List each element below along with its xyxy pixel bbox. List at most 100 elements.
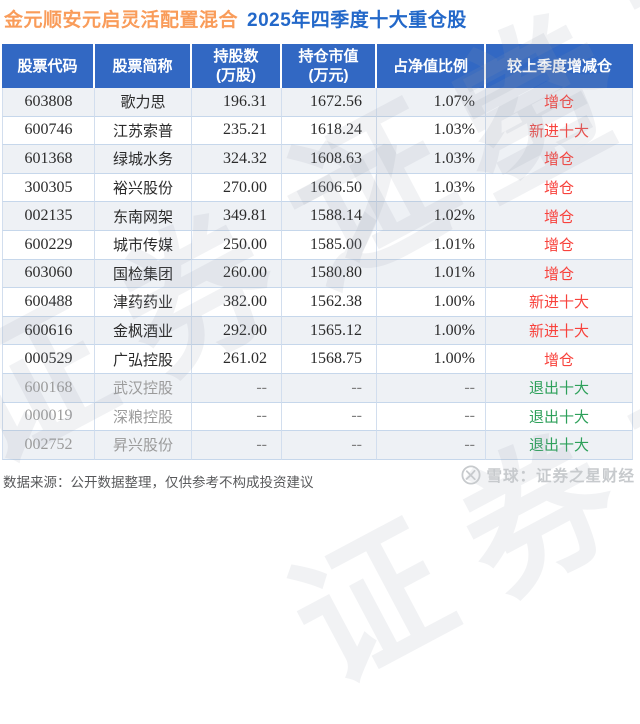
cell-stock-name: 深粮控股: [95, 402, 192, 432]
cell-shares: 235.21: [192, 116, 282, 146]
cell-market-value: 1562.38: [282, 288, 377, 317]
cell-stock-name: 江苏索普: [95, 116, 192, 146]
cell-shares: 196.31: [192, 88, 282, 117]
cell-net-ratio: --: [377, 373, 486, 403]
cell-stock-code: 600616: [2, 316, 95, 346]
cell-position-change: 新进十大: [486, 116, 633, 146]
xueqiu-logo-icon: [461, 465, 481, 485]
table-row: 600746 江苏索普 235.21 1618.24 1.03% 新进十大: [2, 116, 633, 146]
cell-net-ratio: 1.01%: [377, 259, 486, 289]
cell-shares: 261.02: [192, 345, 282, 374]
cell-position-change: 增仓: [486, 173, 633, 203]
cell-net-ratio: --: [377, 431, 486, 460]
cell-stock-name: 武汉控股: [95, 373, 192, 403]
header-net-ratio: 占净值比例: [377, 44, 486, 88]
cell-stock-name: 绿城水务: [95, 145, 192, 174]
table-row: 603808 歌力思 196.31 1672.56 1.07% 增仓: [2, 88, 633, 117]
cell-stock-name: 广弘控股: [95, 345, 192, 374]
cell-stock-code: 002752: [2, 431, 95, 460]
cell-stock-name: 歌力思: [95, 88, 192, 117]
cell-net-ratio: 1.01%: [377, 230, 486, 260]
header-stock-code: 股票代码: [2, 44, 95, 88]
table-header: 股票代码 股票简称 持股数 (万股) 持仓市值 (万元) 占净值比例 较上季度增减仓: [2, 44, 633, 88]
header-shares: 持股数 (万股): [192, 44, 282, 88]
cell-stock-name: 裕兴股份: [95, 173, 192, 203]
table-row: 002135 东南网架 349.81 1588.14 1.02% 增仓: [2, 202, 633, 231]
cell-market-value: 1568.75: [282, 345, 377, 374]
header-market-value: 持仓市值 (万元): [282, 44, 377, 88]
cell-net-ratio: 1.00%: [377, 316, 486, 346]
cell-position-change: 增仓: [486, 145, 633, 174]
cell-stock-code: 600229: [2, 230, 95, 260]
cell-position-change: 增仓: [486, 230, 633, 260]
cell-market-value: 1618.24: [282, 116, 377, 146]
cell-market-value: 1606.50: [282, 173, 377, 203]
title-period: 2025年四季度十大重仓股: [247, 10, 467, 31]
cell-market-value: 1588.14: [282, 202, 377, 231]
cell-net-ratio: 1.00%: [377, 345, 486, 374]
cell-position-change: 退出十大: [486, 373, 633, 403]
cell-stock-code: 601368: [2, 145, 95, 174]
cell-stock-code: 000529: [2, 345, 95, 374]
cell-market-value: 1608.63: [282, 145, 377, 174]
cell-net-ratio: 1.03%: [377, 145, 486, 174]
table-row: 000529 广弘控股 261.02 1568.75 1.00% 增仓: [2, 345, 633, 374]
header-stock-name: 股票简称: [95, 44, 192, 88]
cell-net-ratio: 1.02%: [377, 202, 486, 231]
cell-shares: 260.00: [192, 259, 282, 289]
cell-stock-code: 600746: [2, 116, 95, 146]
cell-net-ratio: 1.07%: [377, 88, 486, 117]
cell-stock-name: 津药药业: [95, 288, 192, 317]
table-row: 002752 昇兴股份 -- -- -- 退出十大: [2, 431, 633, 460]
cell-position-change: 新进十大: [486, 316, 633, 346]
cell-position-change: 退出十大: [486, 402, 633, 432]
cell-net-ratio: 1.00%: [377, 288, 486, 317]
brand-footer: 雪球：证券之星财经: [461, 464, 635, 486]
cell-position-change: 增仓: [486, 345, 633, 374]
cell-stock-name: 城市传媒: [95, 230, 192, 260]
brand-label: 雪球：证券之星财经: [486, 468, 635, 485]
cell-shares: --: [192, 373, 282, 403]
cell-market-value: 1580.80: [282, 259, 377, 289]
cell-shares: 349.81: [192, 202, 282, 231]
cell-stock-code: 000019: [2, 402, 95, 432]
cell-stock-name: 东南网架: [95, 202, 192, 231]
table-body: 603808 歌力思 196.31 1672.56 1.07% 增仓 600746 江苏索普 2…: [2, 88, 633, 460]
table-row: 600488 津药药业 382.00 1562.38 1.00% 新进十大: [2, 288, 633, 317]
holdings-table: 股票代码 股票简称 持股数 (万股) 持仓市值 (万元) 占净值比例 较上季度增减仓…: [2, 44, 633, 460]
table-row: 300305 裕兴股份 270.00 1606.50 1.03% 增仓: [2, 173, 633, 203]
cell-market-value: --: [282, 373, 377, 403]
cell-shares: 270.00: [192, 173, 282, 203]
cell-position-change: 增仓: [486, 202, 633, 231]
cell-market-value: --: [282, 431, 377, 460]
title-fund-name: 金元顺安元启灵活配置混合: [4, 10, 239, 31]
page-title: 金元顺安元启灵活配置混合 2025年四季度十大重仓股: [4, 5, 467, 32]
table-row: 603060 国检集团 260.00 1580.80 1.01% 增仓: [2, 259, 633, 289]
table-row: 000019 深粮控股 -- -- -- 退出十大: [2, 402, 633, 432]
cell-stock-name: 金枫酒业: [95, 316, 192, 346]
cell-stock-name: 昇兴股份: [95, 431, 192, 460]
table-row: 601368 绿城水务 324.32 1608.63 1.03% 增仓: [2, 145, 633, 174]
table-row: 600229 城市传媒 250.00 1585.00 1.01% 增仓: [2, 230, 633, 260]
cell-stock-code: 603808: [2, 88, 95, 117]
cell-stock-code: 600488: [2, 288, 95, 317]
cell-shares: --: [192, 431, 282, 460]
cell-position-change: 增仓: [486, 88, 633, 117]
cell-net-ratio: 1.03%: [377, 173, 486, 203]
data-source-note: 数据来源：公开数据整理，仅供参考不构成投资建议: [3, 475, 314, 490]
cell-position-change: 新进十大: [486, 288, 633, 317]
cell-net-ratio: 1.03%: [377, 116, 486, 146]
cell-position-change: 退出十大: [486, 431, 633, 460]
cell-stock-code: 300305: [2, 173, 95, 203]
cell-shares: --: [192, 402, 282, 432]
cell-stock-name: 国检集团: [95, 259, 192, 289]
cell-shares: 324.32: [192, 145, 282, 174]
cell-stock-code: 603060: [2, 259, 95, 289]
header-position-change: 较上季度增减仓: [486, 44, 633, 88]
cell-market-value: --: [282, 402, 377, 432]
table-row: 600168 武汉控股 -- -- -- 退出十大: [2, 373, 633, 403]
table-row: 600616 金枫酒业 292.00 1565.12 1.00% 新进十大: [2, 316, 633, 346]
cell-market-value: 1672.56: [282, 88, 377, 117]
cell-position-change: 增仓: [486, 259, 633, 289]
cell-market-value: 1585.00: [282, 230, 377, 260]
